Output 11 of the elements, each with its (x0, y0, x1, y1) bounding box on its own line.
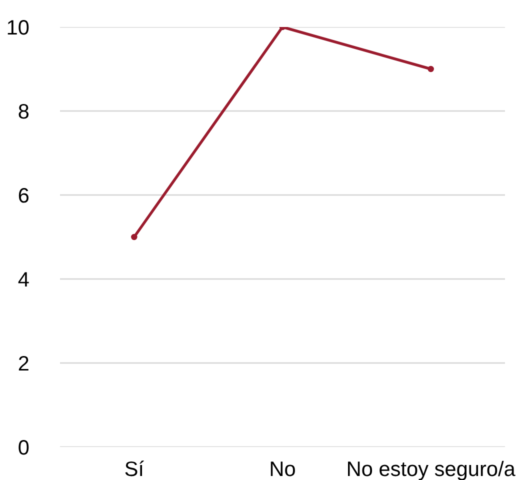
point (428, 66, 434, 72)
y-tick-label: 4 (18, 272, 29, 287)
y-tick-label: 10 (8, 20, 29, 35)
y-tick-label: 8 (18, 104, 29, 119)
y-tick-label: 6 (18, 188, 29, 203)
y-tick-label: 0 (18, 440, 29, 455)
x-tick-label: No (270, 462, 295, 476)
x-tick-label: Sí (125, 460, 144, 476)
point (131, 234, 138, 240)
x-tick-label: No estoy seguro/a (348, 460, 516, 480)
y-tick-label: 2 (18, 356, 28, 371)
